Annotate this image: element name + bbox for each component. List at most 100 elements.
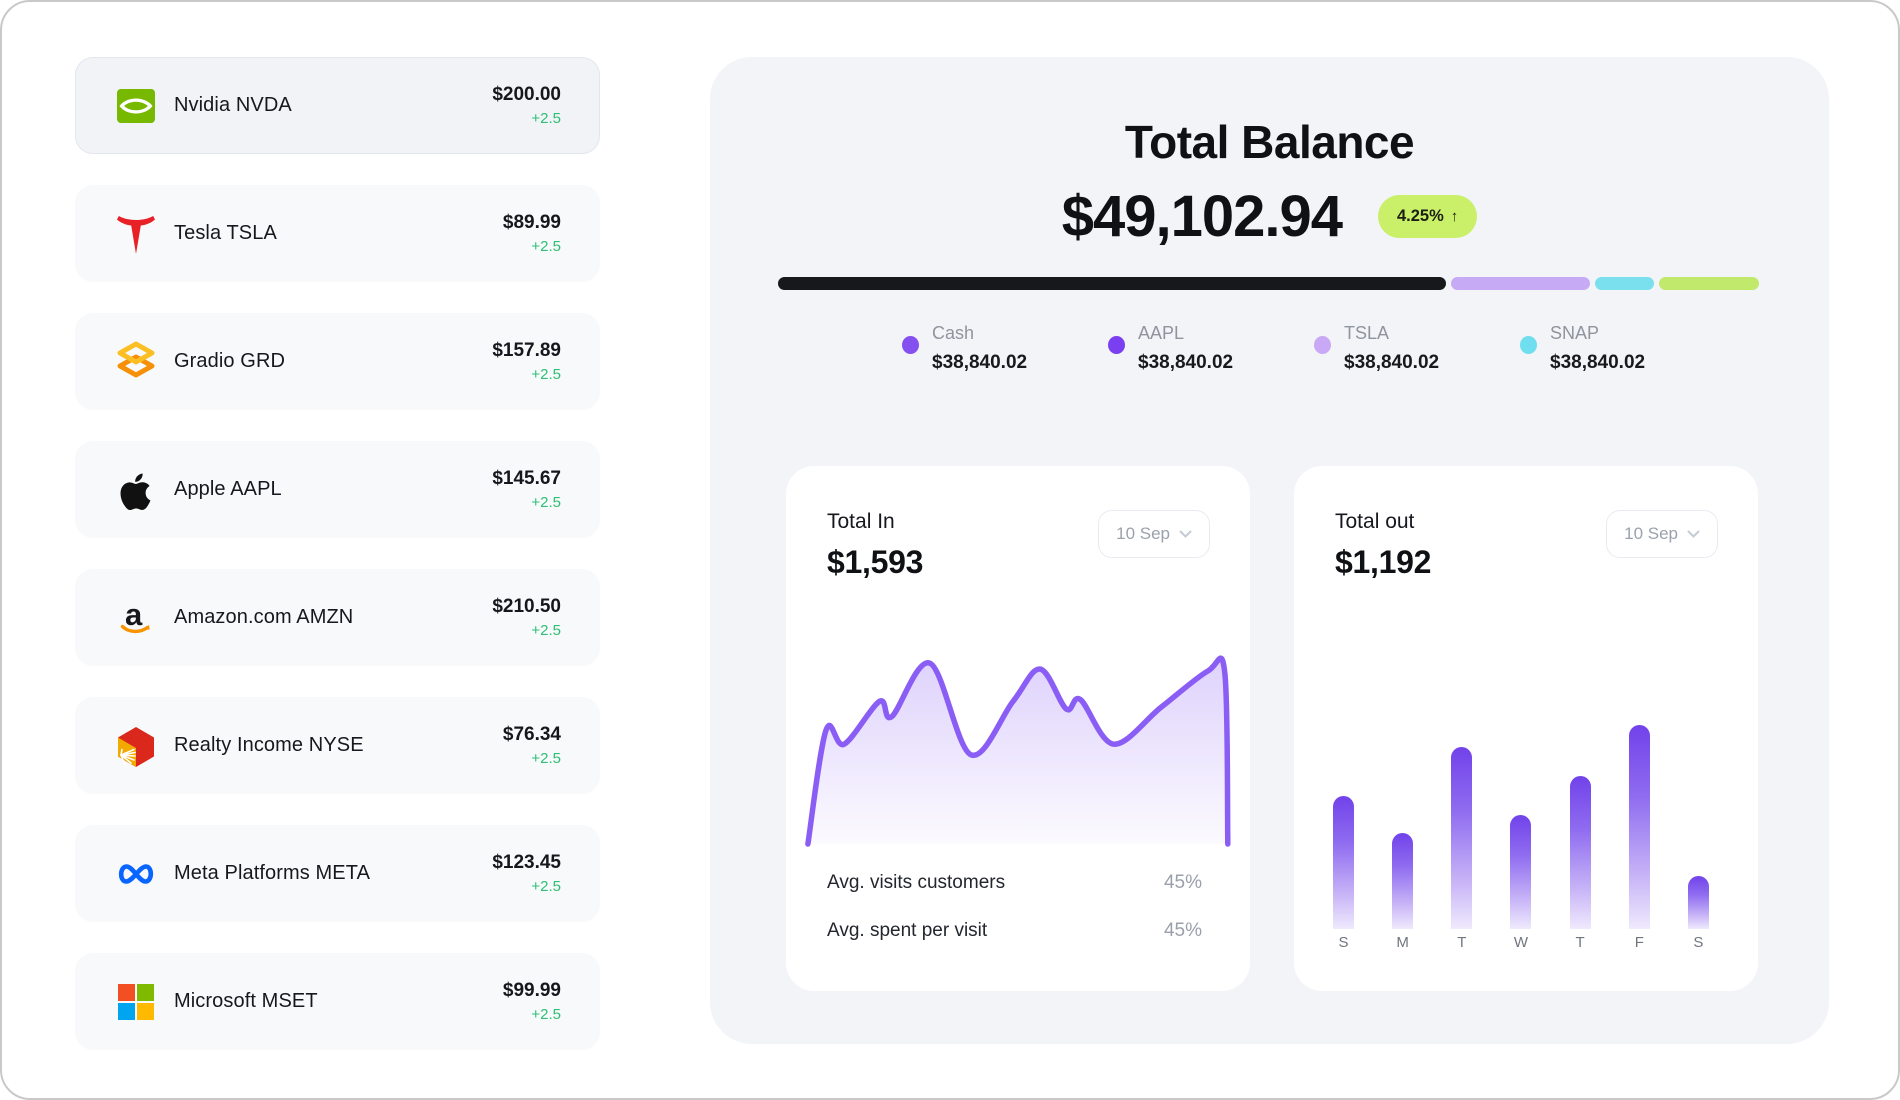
total-out-period-dropdown[interactable]: 10 Sep <box>1606 510 1718 558</box>
gradio-logo <box>114 340 158 384</box>
period-label: 10 Sep <box>1624 524 1678 543</box>
stock-price: $145.67 <box>492 468 561 489</box>
stock-item[interactable]: Microsoft MSET $99.99 +2.5 <box>75 953 600 1050</box>
stock-change: +2.5 <box>531 1006 561 1023</box>
total-in-card: Total In $1,593 10 Sep Avg. vis <box>786 466 1250 991</box>
stock-change: +2.5 <box>531 622 561 639</box>
bar-t4 <box>1569 776 1591 929</box>
total-out-card: Total out $1,192 10 Sep S M T W T F S <box>1294 466 1758 991</box>
legend-dot-icon <box>902 336 919 354</box>
stock-price: $89.99 <box>502 212 561 233</box>
total-out-header: Total out $1,192 10 Sep <box>1294 466 1758 581</box>
bar-t2 <box>1451 747 1473 929</box>
stock-price: $210.50 <box>492 596 561 617</box>
stock-meta: $123.45 +2.5 <box>492 852 561 895</box>
bar-label: F <box>1634 934 1644 951</box>
balance-change-badge: 4.25% ↑ <box>1378 195 1478 238</box>
amazon-logo: a <box>114 596 158 640</box>
legend-item: TSLA $38,840.02 <box>1314 323 1520 374</box>
allocation-bar <box>778 277 1759 290</box>
balance-amount-row: $49,102.94 4.25% ↑ <box>710 183 1829 250</box>
legend-value: $38,840.02 <box>1344 352 1440 373</box>
legend-label: TSLA <box>1344 323 1390 343</box>
bar-label: M <box>1396 934 1409 951</box>
legend-value: $38,840.02 <box>1138 352 1234 373</box>
legend-dot-icon <box>1520 336 1537 354</box>
stock-name: Realty Income NYSE <box>174 734 364 756</box>
stat-row: Avg. visits customers 45% <box>827 870 1202 896</box>
stock-name: Apple AAPL <box>174 478 282 500</box>
legend-label: AAPL <box>1138 323 1185 343</box>
stock-price: $200.00 <box>492 84 561 105</box>
stock-list: Nvidia NVDA $200.00 +2.5 Tesla TSLA $89.99 +2… <box>75 57 600 1081</box>
realty-logo <box>114 724 158 768</box>
stat-row: Avg. spent per visit 45% <box>827 918 1202 944</box>
stock-meta: $99.99 +2.5 <box>503 980 561 1023</box>
stock-name: Nvidia NVDA <box>174 94 292 116</box>
stock-price: $76.34 <box>502 724 561 745</box>
stat-label: Avg. spent per visit <box>827 920 988 941</box>
total-out-bar-chart <box>1333 709 1709 929</box>
stock-price: $157.89 <box>492 340 561 361</box>
meta-logo <box>114 852 158 896</box>
svg-text:a: a <box>125 597 143 632</box>
bar-label: W <box>1513 934 1529 951</box>
stock-item[interactable]: Nvidia NVDA $200.00 +2.5 <box>75 57 600 154</box>
bar-s6 <box>1687 876 1709 929</box>
allocation-legend: Cash $38,840.02 AAPL $38,840.02 TSLA $38,840.… <box>710 323 1829 374</box>
stock-item[interactable]: Apple AAPL $145.67 +2.5 <box>75 441 600 538</box>
stock-change: +2.5 <box>531 878 561 895</box>
stock-price: $123.45 <box>492 852 561 873</box>
microsoft-logo <box>114 980 158 1024</box>
stock-name: Gradio GRD <box>174 350 286 372</box>
legend-item: Cash $38,840.02 <box>902 323 1108 374</box>
bar-f5 <box>1628 725 1650 929</box>
bar-m1 <box>1392 833 1414 929</box>
bar-label: T <box>1575 934 1585 951</box>
legend-dot-icon <box>1108 336 1125 354</box>
card-amount: $1,593 <box>827 544 924 580</box>
stock-meta: $89.99 +2.5 <box>503 212 561 255</box>
stock-meta: $210.50 +2.5 <box>492 596 561 639</box>
bar-w3 <box>1510 815 1532 929</box>
stock-name: Tesla TSLA <box>174 222 277 244</box>
stock-name: Meta Platforms META <box>174 862 371 884</box>
allocation-segment-cash <box>778 277 1447 290</box>
allocation-segment-aapl <box>1451 277 1590 290</box>
stock-item[interactable]: a Amazon.com AMZN $210.50 +2.5 <box>75 569 600 666</box>
bar-label: S <box>1693 934 1704 951</box>
total-in-area-chart <box>805 655 1231 847</box>
stock-change: +2.5 <box>531 110 561 127</box>
stock-meta: $145.67 +2.5 <box>492 468 561 511</box>
card-title: Total out <box>1335 510 1415 533</box>
chevron-down-icon <box>1179 530 1192 538</box>
stock-price: $99.99 <box>502 980 561 1001</box>
allocation-segment-tsla <box>1594 277 1654 290</box>
legend-item: SNAP $38,840.02 <box>1520 323 1726 374</box>
legend-value: $38,840.02 <box>932 352 1028 373</box>
stock-change: +2.5 <box>531 494 561 511</box>
nvidia-logo <box>114 84 158 128</box>
card-amount: $1,192 <box>1335 544 1432 580</box>
stock-change: +2.5 <box>531 238 561 255</box>
total-balance-panel: Total Balance $49,102.94 4.25% ↑ Cash $38… <box>710 57 1829 1044</box>
stat-label: Avg. visits customers <box>827 872 1006 893</box>
legend-value: $38,840.02 <box>1550 352 1646 373</box>
stock-item[interactable]: Tesla TSLA $89.99 +2.5 <box>75 185 600 282</box>
tesla-logo <box>114 212 158 256</box>
total-in-period-dropdown[interactable]: 10 Sep <box>1098 510 1210 558</box>
stock-meta: $157.89 +2.5 <box>492 340 561 383</box>
stock-meta: $76.34 +2.5 <box>503 724 561 767</box>
arrow-up-icon: ↑ <box>1450 208 1459 225</box>
chevron-down-icon <box>1687 530 1700 538</box>
balance-amount: $49,102.94 <box>1061 184 1343 249</box>
bar-s0 <box>1333 796 1354 929</box>
stock-item[interactable]: Realty Income NYSE $76.34 +2.5 <box>75 697 600 794</box>
stock-item[interactable]: Gradio GRD $157.89 +2.5 <box>75 313 600 410</box>
legend-label: Cash <box>932 323 975 343</box>
legend-label: SNAP <box>1550 323 1600 343</box>
stock-item[interactable]: Meta Platforms META $123.45 +2.5 <box>75 825 600 922</box>
stat-value: 45% <box>1163 872 1202 893</box>
stock-name: Microsoft MSET <box>174 990 318 1012</box>
